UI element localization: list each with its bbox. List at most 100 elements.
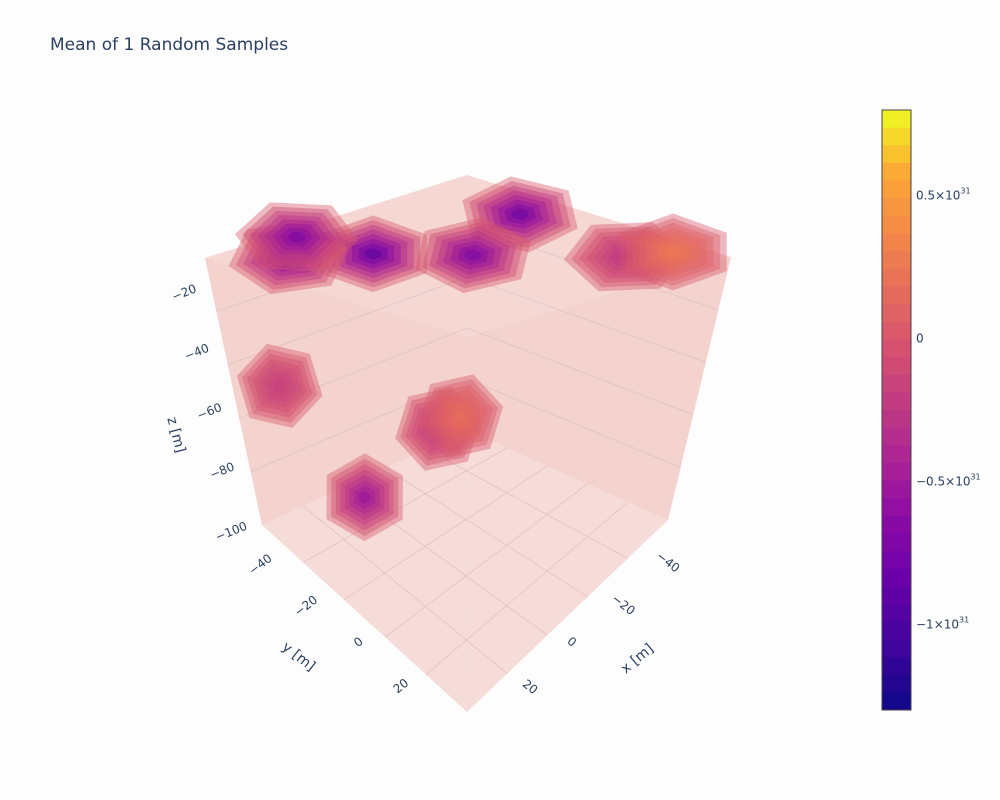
isosurface-level bbox=[619, 213, 727, 291]
isosurface-blob-5 bbox=[415, 217, 531, 294]
colorbar-band bbox=[882, 657, 911, 676]
back-volume bbox=[205, 175, 731, 525]
gridline bbox=[239, 327, 468, 419]
colorbar-band bbox=[882, 639, 911, 658]
isosurface-face-top bbox=[205, 175, 731, 337]
isosurface-blob-3 bbox=[234, 202, 359, 272]
isosurface-level bbox=[422, 379, 498, 454]
colorbar-band bbox=[882, 162, 911, 182]
colorbar-tick-label: −0.5×1031 bbox=[916, 472, 981, 488]
isosurface-level bbox=[593, 238, 658, 275]
gridline bbox=[466, 327, 694, 416]
colorbar-band bbox=[882, 215, 911, 235]
colorbar-band bbox=[882, 427, 911, 446]
isosurface-face-left bbox=[205, 258, 468, 712]
colorbar-band bbox=[882, 515, 911, 535]
isosurface-level bbox=[325, 220, 421, 288]
isosurface-level bbox=[228, 220, 350, 295]
gridline bbox=[216, 225, 468, 312]
colorbar-band bbox=[882, 533, 911, 552]
isosurface-level bbox=[511, 208, 529, 221]
colorbar-tick-label: 0.5×1031 bbox=[916, 187, 971, 203]
chart-title: Mean of 1 Random Samples bbox=[50, 35, 288, 55]
colorbar-band bbox=[882, 286, 911, 305]
colorbar-band bbox=[882, 392, 911, 411]
gridline bbox=[302, 447, 508, 563]
colorbar-band bbox=[882, 268, 911, 287]
gridline bbox=[227, 276, 468, 366]
colorbar-band bbox=[882, 621, 911, 640]
isosurface-level bbox=[250, 234, 328, 281]
colorbar-band bbox=[882, 692, 911, 711]
isosurface-level bbox=[257, 364, 302, 408]
isosurface-level bbox=[319, 215, 427, 293]
isosurface-level bbox=[236, 343, 323, 428]
isosurface-level bbox=[242, 348, 318, 423]
colorbar-band bbox=[882, 374, 911, 393]
isosurface-level bbox=[279, 227, 314, 247]
isosurface-level bbox=[429, 226, 517, 284]
positive-patch-1 bbox=[619, 213, 727, 291]
isosurface-level bbox=[243, 229, 335, 286]
isosurface-level bbox=[436, 230, 510, 280]
isosurface-level bbox=[571, 226, 680, 288]
isosurface-level bbox=[249, 210, 344, 264]
isosurface-blob-2 bbox=[228, 220, 350, 295]
isosurface-level bbox=[268, 374, 292, 398]
isosurface-level bbox=[349, 480, 380, 515]
isosurface-level bbox=[431, 422, 445, 436]
isosurface-level bbox=[257, 238, 321, 277]
isosurface-level bbox=[358, 243, 388, 265]
gridline bbox=[425, 501, 629, 675]
isosurface-level bbox=[358, 490, 371, 504]
isosurface-level bbox=[422, 221, 524, 289]
gridline bbox=[250, 378, 468, 472]
isosurface-level bbox=[497, 199, 543, 230]
colorbar-band bbox=[882, 357, 911, 376]
isosurface-level bbox=[273, 379, 287, 393]
isosurface-level bbox=[483, 190, 557, 239]
isosurface-level bbox=[345, 234, 401, 274]
isosurface-level bbox=[365, 248, 382, 260]
isosurface-level bbox=[400, 392, 476, 466]
isosurface-level bbox=[354, 485, 376, 510]
colorbar-band bbox=[882, 568, 911, 587]
colorbar-band bbox=[882, 110, 911, 129]
isosurface-level bbox=[658, 241, 688, 263]
gridline bbox=[425, 448, 628, 559]
isosurface-blob-8 bbox=[326, 453, 403, 542]
isosurface-level bbox=[426, 417, 450, 441]
isosurface-level bbox=[450, 240, 496, 271]
isosurface-level bbox=[443, 235, 503, 275]
gridline bbox=[302, 505, 508, 674]
isosurface-blob-1 bbox=[319, 215, 427, 293]
isosurface-level bbox=[578, 230, 673, 283]
colorbar-band bbox=[882, 198, 911, 217]
colorbar-band bbox=[882, 480, 911, 499]
isosurface-level bbox=[421, 412, 455, 446]
isosurface-level bbox=[616, 251, 635, 262]
isosurface-level bbox=[453, 410, 467, 423]
colorbar-band bbox=[882, 410, 911, 429]
isosurface-level bbox=[235, 225, 343, 290]
isosurface-level bbox=[645, 232, 701, 272]
isosurface-level bbox=[247, 353, 313, 418]
isosurface-level bbox=[265, 243, 313, 272]
isosurface-level bbox=[462, 176, 578, 253]
colorbar-band bbox=[882, 498, 911, 517]
isosurface-level bbox=[427, 384, 493, 449]
colorbar-band bbox=[882, 180, 911, 199]
isosurface-level bbox=[563, 222, 688, 292]
colorbar-band bbox=[882, 674, 911, 693]
isosurface-level bbox=[264, 219, 329, 255]
isosurface-level bbox=[464, 249, 482, 261]
colorbar-band bbox=[882, 445, 911, 464]
colorbar-band bbox=[882, 586, 911, 605]
isosurface-level bbox=[416, 407, 461, 451]
isosurface-level bbox=[351, 238, 395, 269]
gridline bbox=[343, 465, 548, 601]
isosurface-blob-7 bbox=[236, 343, 323, 428]
colorbar-band bbox=[882, 145, 911, 164]
isosurface-level bbox=[448, 405, 472, 428]
